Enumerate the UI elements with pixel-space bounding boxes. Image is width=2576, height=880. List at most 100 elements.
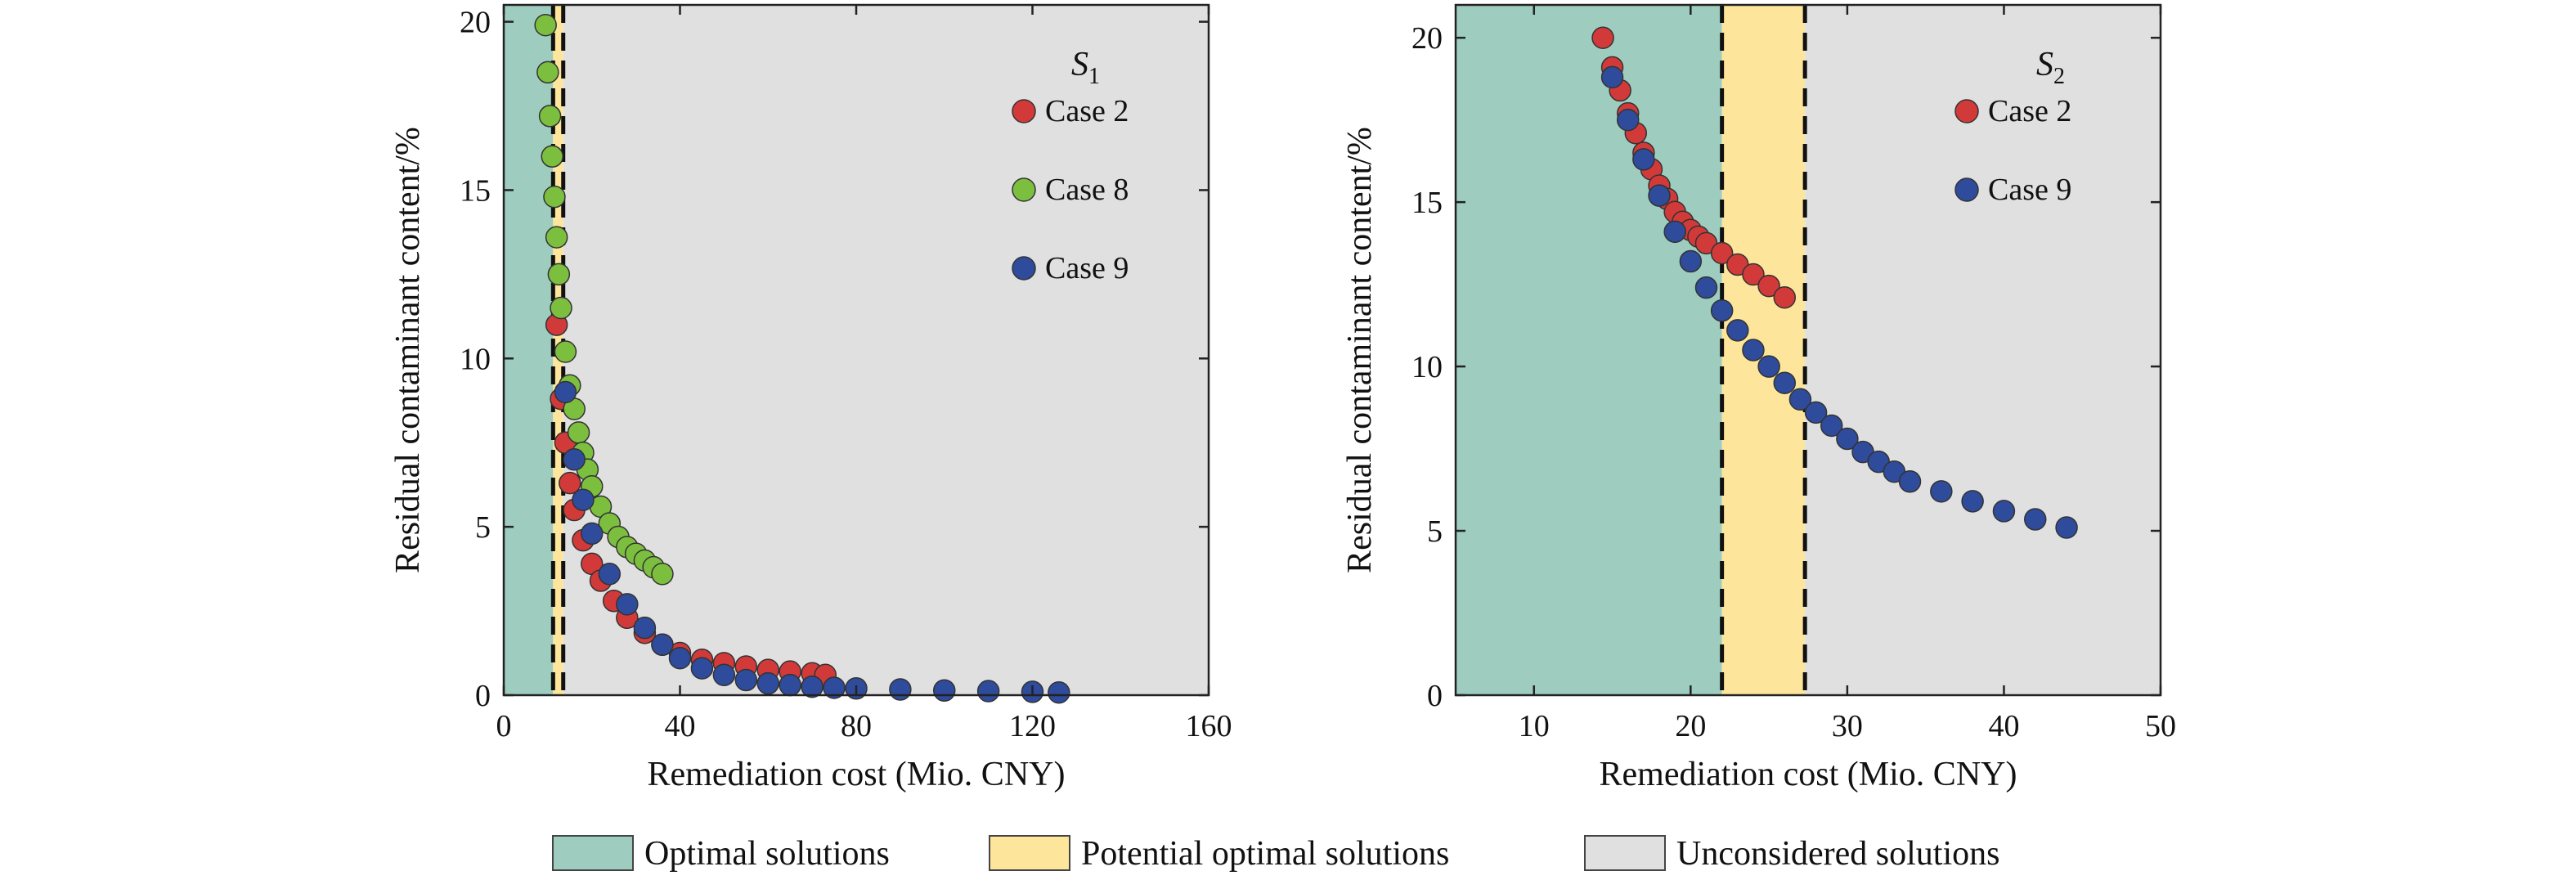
region-unconsidered <box>1805 5 2161 695</box>
data-point <box>1773 371 1797 394</box>
data-point <box>1616 108 1640 132</box>
data-point <box>1663 220 1686 244</box>
data-point <box>1961 490 1984 513</box>
x-tick-label: 50 <box>2145 709 2176 743</box>
legend-label-optimal: Optimal solutions <box>644 835 890 873</box>
data-point <box>1757 274 1780 298</box>
y-tick-label: 15 <box>1411 186 1443 220</box>
y-tick-label: 0 <box>1427 679 1443 713</box>
y-tick-label: 10 <box>460 342 491 376</box>
legend-label: Case 2 <box>1045 94 1129 128</box>
y-tick-label: 10 <box>1411 350 1443 384</box>
data-point <box>538 105 562 128</box>
data-point <box>616 593 639 616</box>
data-point <box>559 471 581 495</box>
legend-entry-case-9: Case 9 <box>1954 173 2071 207</box>
data-point <box>1591 26 1614 49</box>
y-tick-label: 15 <box>460 173 491 208</box>
legend-swatch-optimal <box>552 835 634 871</box>
legend-label: Case 9 <box>1988 173 2071 207</box>
legend-label: Case 8 <box>1045 173 1129 207</box>
panel-s2: 10 20 30 40 50 0 5 10 15 20 Remediation cost (Mio.… <box>1341 3 2176 793</box>
data-point <box>550 296 572 320</box>
data-point <box>581 522 604 546</box>
legend-label-unconsidered: Unconsidered solutions <box>1676 835 1999 873</box>
series-case-8 <box>534 13 674 586</box>
series-case-2 <box>1591 26 1797 309</box>
data-point <box>651 563 674 586</box>
x-tick-label: 30 <box>1832 709 1863 743</box>
data-point <box>889 678 912 701</box>
legend-label: Case 9 <box>1045 251 1129 285</box>
data-point <box>1898 470 1922 493</box>
legend-marker <box>1954 177 1979 202</box>
legend-entry-case-8: Case 8 <box>1012 173 1129 207</box>
legend-swatch-unconsidered <box>1584 835 1666 871</box>
data-point <box>734 668 758 692</box>
data-point <box>690 657 714 680</box>
y-tick-label: 0 <box>475 679 491 713</box>
data-point <box>933 679 956 702</box>
data-point <box>1726 319 1749 342</box>
data-point <box>598 563 622 586</box>
panel-s1: 0 40 80 120 160 0 5 10 15 20 Remediation cost (Mio… <box>389 3 1232 793</box>
data-point <box>779 673 801 697</box>
data-point <box>1710 241 1734 265</box>
x-tick-label: 160 <box>1186 709 1232 743</box>
data-point <box>543 185 566 209</box>
y-axis-label: Residual contaminant content/% <box>1341 127 1379 573</box>
y-tick-label: 20 <box>1411 21 1443 56</box>
series-case-9 <box>1600 65 2078 539</box>
data-point <box>1742 263 1765 286</box>
data-point <box>534 13 557 37</box>
data-point <box>547 263 571 286</box>
x-tick-label: 120 <box>1009 709 1056 743</box>
data-point <box>1710 299 1734 322</box>
data-point <box>1600 65 1624 89</box>
x-axis-label: Remediation cost (Mio. CNY) <box>1600 756 2017 793</box>
x-tick-label: 0 <box>496 709 512 743</box>
x-tick-label: 20 <box>1675 709 1706 743</box>
x-tick-label: 40 <box>1988 709 2019 743</box>
data-point <box>712 663 736 687</box>
x-axis-label: Remediation cost (Mio. CNY) <box>648 756 1066 793</box>
legend-entry-case-9: Case 9 <box>1012 251 1129 285</box>
data-point <box>633 616 657 640</box>
data-point <box>651 633 674 656</box>
data-point <box>1820 414 1843 438</box>
data-point <box>668 646 692 670</box>
data-point <box>1679 249 1703 273</box>
data-point <box>823 676 846 699</box>
legend-entry-case-2: Case 2 <box>1012 94 1129 128</box>
data-point <box>554 380 577 404</box>
data-point <box>976 680 1000 703</box>
data-point <box>1773 285 1797 309</box>
data-point <box>1992 500 2016 523</box>
legend-label: Case 2 <box>1988 94 2071 128</box>
series-case-9 <box>554 380 1070 704</box>
data-point <box>545 226 568 249</box>
data-point <box>1648 184 1671 207</box>
data-point <box>567 421 590 444</box>
data-point <box>1836 427 1859 451</box>
legend-marker <box>1012 256 1036 281</box>
data-point <box>1930 480 1953 503</box>
data-point <box>1632 148 1655 171</box>
data-point <box>2024 508 2047 531</box>
data-point <box>1048 680 1070 704</box>
y-tick-label: 5 <box>1427 514 1443 549</box>
x-tick-label: 10 <box>1519 709 1550 743</box>
data-point <box>536 61 559 84</box>
data-point <box>1694 276 1718 299</box>
y-tick-label: 20 <box>460 6 491 40</box>
data-point <box>1742 339 1765 361</box>
data-point <box>2055 516 2078 539</box>
data-point <box>1757 355 1780 378</box>
data-point <box>801 675 824 698</box>
data-point <box>554 340 577 363</box>
y-tick-label: 5 <box>475 510 491 545</box>
x-tick-label: 40 <box>665 709 696 743</box>
legend-entry-case-2: Case 2 <box>1954 94 2071 128</box>
legend-label-potential: Potential optimal solutions <box>1081 835 1449 873</box>
